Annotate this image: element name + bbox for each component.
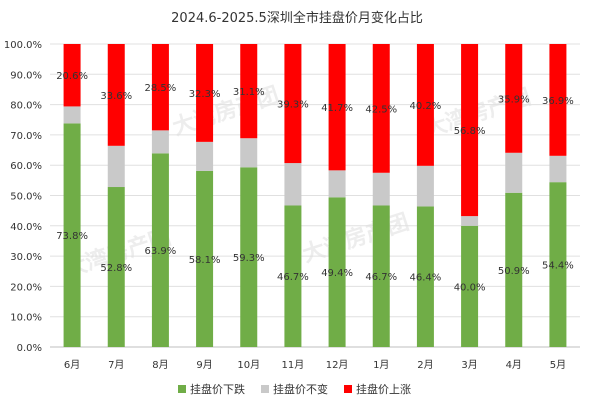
data-label: 46.7% [365,272,397,283]
bar-segment [461,216,479,226]
bar-segment [284,44,302,164]
x-tick-label: 4月 [506,359,522,371]
bar-segment [107,187,125,347]
bar-segment [63,44,81,107]
bar-segment [284,205,302,347]
bar-segment [240,167,258,347]
data-label: 52.8% [100,263,132,274]
gridlines [50,43,580,348]
bar-segment [461,225,479,347]
data-label: 63.9% [145,246,177,257]
bar-segment [107,44,125,146]
legend-swatch [344,385,352,393]
x-tick-label: 1月 [373,359,389,371]
x-tick-label: 6月 [64,359,80,371]
data-label: 20.6% [56,71,88,82]
bar-segment [63,106,81,124]
bar-segment [328,170,346,198]
x-tick-label: 5月 [550,359,566,371]
legend-label: 挂盘价下跌 [190,382,245,396]
x-tick-label: 9月 [196,359,212,371]
bar-segment [196,44,214,142]
data-label: 50.9% [498,266,530,277]
watermark: 大湾房产团 [170,82,283,141]
y-tick-label: 90.0% [10,70,42,81]
data-label: 58.1% [189,255,221,266]
y-tick-label: 70.0% [10,131,42,142]
bar-segment [151,130,169,154]
x-tick-label: 10月 [237,359,260,371]
chart-title: 2024.6-2025.5深圳全市挂盘价月变化占比 [171,10,423,26]
data-label: 31.1% [233,87,265,98]
bar-segment [284,163,302,206]
bar-segment [196,170,214,347]
data-label: 56.8% [454,126,486,137]
bar-segment [549,182,567,347]
x-tick-label: 3月 [461,359,477,371]
data-label: 59.3% [233,253,265,264]
bar-segment [549,155,567,183]
data-label: 32.3% [189,89,221,100]
data-label: 40.2% [410,101,442,112]
bar-segment [505,152,523,193]
bar-segment [107,145,125,188]
y-tick-label: 100.0% [4,40,42,51]
data-label: 73.8% [56,231,88,242]
data-label: 54.4% [542,261,574,272]
data-label: 46.4% [410,273,442,284]
x-tick-label: 2月 [417,359,433,371]
bar-segment [416,206,434,347]
data-label: 41.7% [321,103,353,114]
bar-segment [372,44,390,173]
x-tick-label: 7月 [108,359,124,371]
bar-segment [328,44,346,171]
data-label: 35.9% [498,94,530,105]
y-tick-label: 30.0% [10,252,42,263]
y-tick-label: 50.0% [10,192,42,203]
x-tick-label: 12月 [326,359,349,371]
data-label: 40.0% [454,282,486,293]
legend-label: 挂盘价不变 [273,382,328,396]
bar-segment [151,44,169,131]
y-tick-label: 20.0% [10,282,42,293]
x-tick-label: 8月 [152,359,168,371]
bar-segment [505,44,523,153]
data-labels-layer: 73.8% 20.6% 52.8% 33.6% 63.9% 28.5% 58.1% 32.3%… [56,71,574,293]
legend-swatch [178,385,186,393]
y-tick-label: 0.0% [17,343,42,354]
bar-segment [63,123,81,347]
data-label: 39.3% [277,100,309,111]
y-tick-label: 40.0% [10,222,42,233]
data-label: 36.9% [542,96,574,107]
bar-segment [372,172,390,206]
data-label: 49.4% [321,268,353,279]
bar-segment [240,44,258,139]
bar-segment [416,44,434,166]
legend: 挂盘价下跌 挂盘价不变 挂盘价上涨 [178,382,411,396]
data-label: 33.6% [100,91,132,102]
bar-segment [196,141,214,171]
x-tick-label: 11月 [282,359,305,371]
bar-segment [151,153,169,347]
bars-layer [63,44,567,347]
bar-segment [416,165,434,207]
bar-segment [328,197,346,347]
bar-segment [372,205,390,347]
y-axis: 0.0% 10.0% 20.0% 30.0% 40.0% 50.0% 60.0% 70.0% 8… [4,40,42,354]
bar-segment [240,138,258,168]
legend-swatch [261,385,269,393]
bar-segment [549,44,567,156]
watermark: 大湾房产团 [300,209,413,268]
bar-segment [505,192,523,347]
bar-segment [461,44,479,217]
legend-label: 挂盘价上涨 [356,382,411,396]
data-label: 28.5% [145,83,177,94]
x-axis: 6月 7月 8月 9月 10月 11月 12月 1月 2月 3月 4月 5月 [64,359,566,371]
data-label: 42.5% [365,104,397,115]
y-tick-label: 60.0% [10,161,42,172]
data-label: 46.7% [277,272,309,283]
y-tick-label: 10.0% [10,313,42,324]
y-tick-label: 80.0% [10,101,42,112]
